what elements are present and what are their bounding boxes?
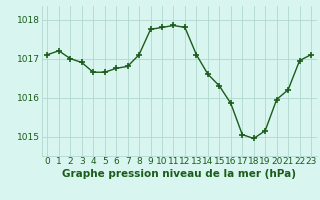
X-axis label: Graphe pression niveau de la mer (hPa): Graphe pression niveau de la mer (hPa) bbox=[62, 169, 296, 179]
